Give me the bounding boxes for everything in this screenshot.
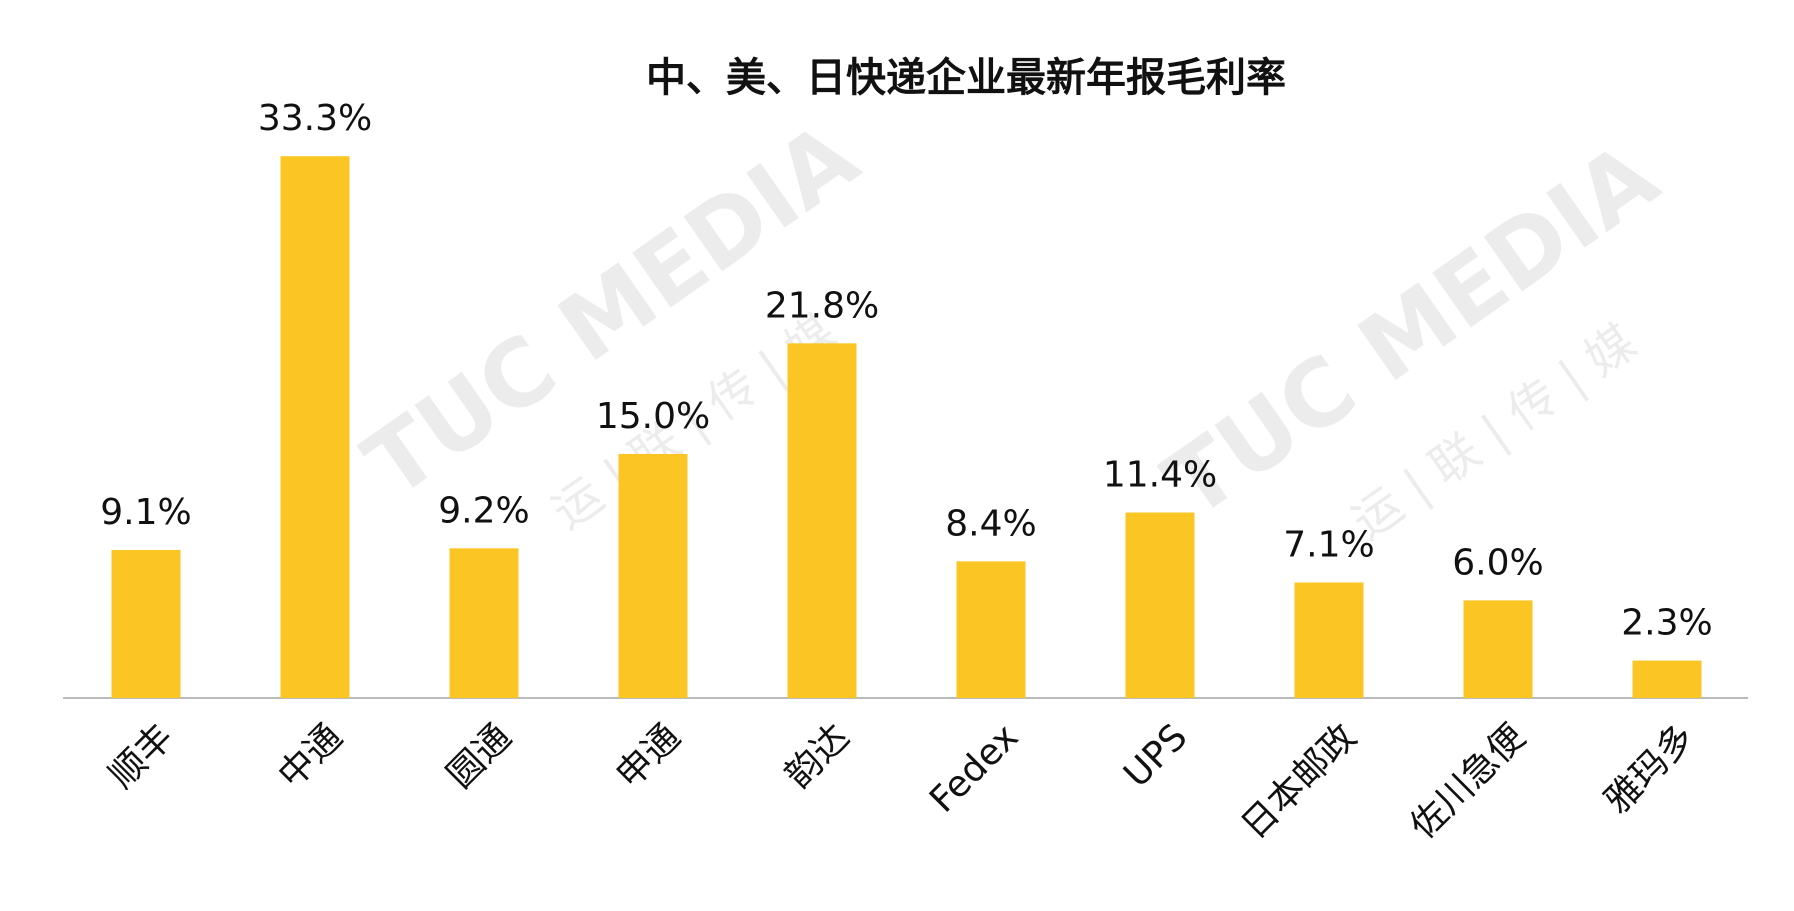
x-tick-label: UPS: [1116, 716, 1195, 795]
value-label: 9.1%: [100, 492, 191, 533]
value-label: 8.4%: [945, 503, 1036, 544]
bar: [1294, 582, 1364, 698]
x-tick-label: 中通: [271, 716, 351, 796]
bar: [449, 548, 519, 698]
x-tick-label: 顺丰: [102, 716, 182, 796]
x-tick-label: 佐川急便: [1403, 716, 1534, 847]
value-label: 21.8%: [765, 285, 879, 326]
value-label: 7.1%: [1283, 524, 1374, 565]
chart-title: 中、美、日快递企业最新年报毛利率: [646, 55, 1286, 101]
value-label: 9.2%: [438, 490, 529, 531]
bar: [111, 549, 181, 698]
x-tick-label: 申通: [609, 716, 689, 796]
x-tick-label: 日本邮政: [1234, 716, 1365, 847]
bar: [1463, 600, 1533, 698]
value-label: 11.4%: [1103, 455, 1217, 496]
value-label: 2.3%: [1621, 603, 1712, 644]
watermark: TUC MEDIA 运 | 联 | 传 | 媒 TUC MEDIA 运 | 联 …: [346, 102, 1677, 550]
value-label: 33.3%: [258, 98, 372, 139]
x-tick-label: 韵达: [778, 716, 858, 796]
value-label: 6.0%: [1452, 542, 1543, 583]
bar: [1125, 512, 1195, 698]
value-label: 15.0%: [596, 396, 710, 437]
bar: [1632, 660, 1702, 698]
bar: [280, 156, 350, 699]
x-tick-label: 雅玛多: [1597, 716, 1702, 821]
bar: [618, 453, 688, 698]
bar: [787, 343, 857, 698]
x-tick-label: Fedex: [922, 716, 1026, 820]
x-tick-label: 圆通: [440, 716, 520, 796]
bar: [956, 561, 1026, 698]
